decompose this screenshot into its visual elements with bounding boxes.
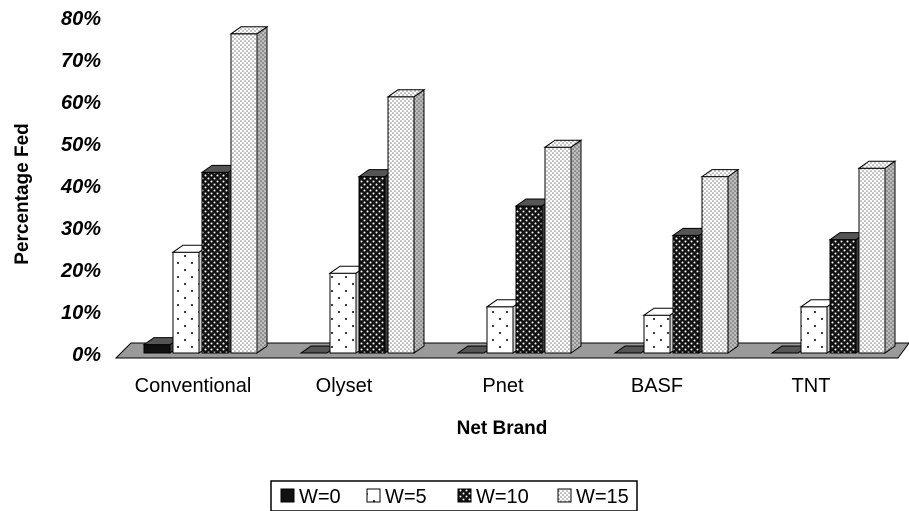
y-tick-label: 10% — [61, 302, 101, 324]
legend-entry: W=0 — [280, 486, 341, 508]
bar — [200, 164, 240, 354]
y-tick-label: 70% — [61, 50, 101, 72]
y-tick-label: 50% — [61, 134, 101, 156]
y-axis-title: Percentage Fed — [12, 123, 33, 265]
y-tick-label: 40% — [60, 176, 101, 198]
legend-swatch — [457, 488, 472, 503]
x-tick-label: TNT — [792, 375, 831, 397]
bar — [229, 25, 269, 354]
x-axis-ticks: Conventional Olyset Pnet BASF TNT — [135, 375, 831, 397]
legend-swatch — [366, 488, 381, 503]
legend-entry: W=15 — [557, 486, 629, 508]
y-tick-label: 20% — [60, 260, 101, 282]
legend-swatch — [557, 488, 572, 503]
y-axis-ticks: 0% 10% 20% 30% 40% 50% 60% 70% 80% — [60, 8, 101, 366]
legend-entry: W=10 — [457, 486, 529, 508]
y-tick-label: 60% — [61, 92, 101, 114]
y-tick-label: 30% — [61, 218, 101, 240]
bars — [142, 25, 897, 354]
x-axis-title: Net Brand — [457, 418, 548, 439]
legend-box — [270, 480, 638, 511]
legend-label: W=5 — [385, 486, 427, 508]
legend-entry: W=5 — [366, 486, 427, 508]
x-tick-label: Olyset — [316, 375, 373, 397]
x-tick-label: Conventional — [135, 375, 252, 397]
x-tick-label: Pnet — [482, 375, 524, 397]
legend-label: W=15 — [576, 486, 629, 508]
x-tick-label: BASF — [631, 375, 683, 397]
legend-label: W=10 — [476, 486, 529, 508]
bar — [543, 139, 583, 354]
bar — [700, 168, 740, 354]
bar — [386, 88, 426, 354]
y-tick-label: 80% — [61, 8, 101, 30]
y-tick-label: 0% — [72, 344, 101, 366]
legend: W=0 W=5 W=10 W=15 — [270, 480, 638, 511]
legend-swatch — [280, 488, 295, 503]
legend-label: W=0 — [299, 486, 341, 508]
bar — [857, 160, 897, 354]
